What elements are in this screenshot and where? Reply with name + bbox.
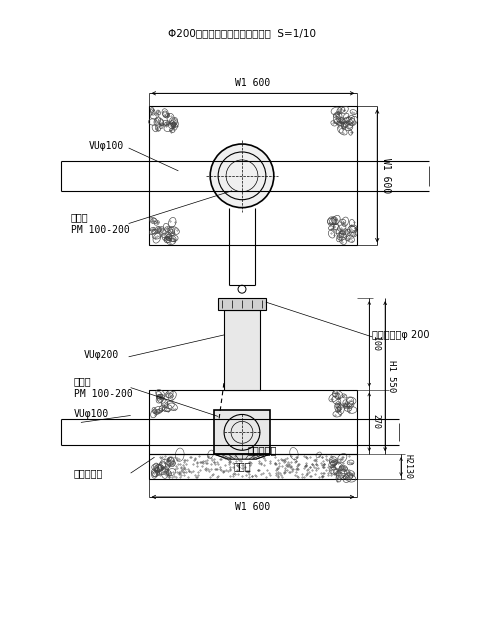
Text: W1 600: W1 600 [235,78,271,88]
Text: 100: 100 [371,337,380,351]
Text: 浸透椯: 浸透椯 [74,377,91,387]
Text: W1 600: W1 600 [235,502,271,512]
Bar [149,390,357,479]
Bar [149,106,357,245]
Text: 単粒度碇石: 単粒度碇石 [247,445,276,455]
Text: VUφ100: VUφ100 [89,141,124,151]
Bar [218,298,266,310]
Text: VUφ200: VUφ200 [84,350,119,360]
Text: Φ200小口径雨水浸透椯　設置図  S=1/10: Φ200小口径雨水浸透椯 設置図 S=1/10 [168,29,316,38]
Circle shape [210,144,274,207]
Text: H1 550: H1 550 [387,360,396,392]
Text: 敷　砂: 敷 砂 [233,461,251,472]
Text: PM 100-200: PM 100-200 [74,388,133,399]
Text: VUφ100: VUφ100 [74,410,109,419]
Text: 270: 270 [371,415,380,429]
Text: 雨水格子蓋φ 200: 雨水格子蓋φ 200 [372,330,430,340]
Polygon shape [214,454,270,459]
Bar [224,310,260,390]
Text: 透水シート: 透水シート [74,468,104,478]
Bar [214,410,270,454]
Text: 浸透椯: 浸透椯 [71,212,89,223]
Text: W1 600: W1 600 [381,158,391,193]
Text: PM 100-200: PM 100-200 [71,225,130,234]
Text: H2130: H2130 [403,454,412,479]
